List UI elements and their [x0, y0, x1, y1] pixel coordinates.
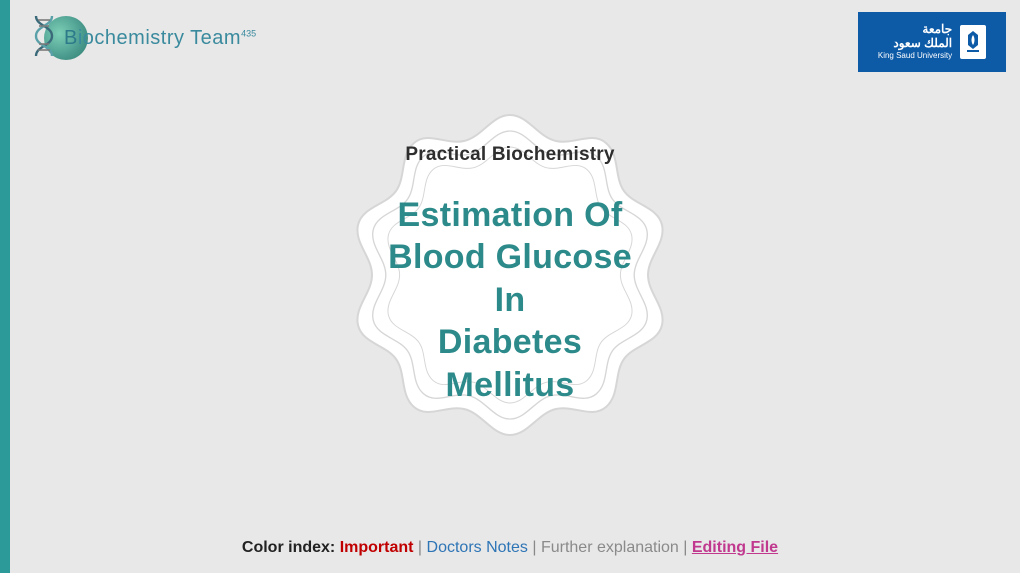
logo-superscript: 435	[241, 28, 256, 38]
color-index-items: Important | Doctors Notes | Further expl…	[340, 539, 778, 556]
color-index-item: Further explanation	[541, 539, 679, 556]
ksu-emblem-icon	[960, 25, 986, 59]
color-index-label: Color index:	[242, 539, 335, 556]
color-index-item[interactable]: Editing File	[692, 539, 778, 556]
ksu-logo: جامعة الملك سعود King Saud University	[858, 12, 1006, 72]
biochemistry-team-logo: Biochemistry Team435	[30, 14, 256, 62]
title-line-1: Estimation Of	[370, 194, 650, 237]
separator: |	[528, 539, 541, 556]
title-line-3: Diabetes Mellitus	[370, 321, 650, 406]
ksu-arabic-2: الملك سعود	[878, 37, 952, 50]
separator: |	[679, 539, 692, 556]
title-badge: Practical Biochemistry Estimation Of Blo…	[310, 75, 710, 475]
logo-main: iochemistry	[78, 27, 185, 49]
dna-icon	[30, 14, 58, 62]
left-accent-bar	[0, 0, 10, 573]
ksu-english: King Saud University	[878, 52, 952, 61]
slide-subtitle: Practical Biochemistry	[405, 144, 614, 166]
separator: |	[413, 539, 426, 556]
logo-first-letter: B	[64, 27, 78, 49]
color-index-item: Doctors Notes	[427, 539, 528, 556]
color-index-footer: Color index: Important | Doctors Notes |…	[0, 539, 1020, 557]
title-line-2: Blood Glucose In	[370, 236, 650, 321]
ksu-arabic-1: جامعة	[878, 23, 952, 36]
logo-text: Biochemistry Team435	[64, 27, 256, 50]
logo-suffix: Team	[184, 27, 241, 49]
color-index-item: Important	[340, 539, 414, 556]
badge-content: Practical Biochemistry Estimation Of Blo…	[310, 75, 710, 475]
slide-title: Estimation Of Blood Glucose In Diabetes …	[370, 194, 650, 407]
ksu-text: جامعة الملك سعود King Saud University	[878, 23, 952, 60]
